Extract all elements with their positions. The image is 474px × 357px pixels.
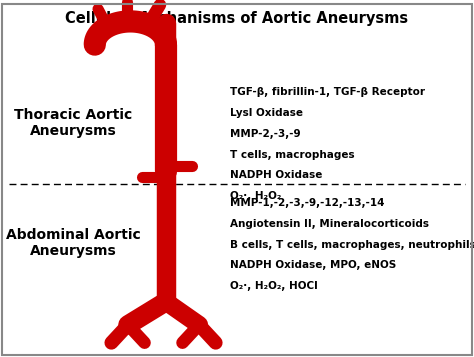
Text: Thoracic Aortic
Aneurysms: Thoracic Aortic Aneurysms — [14, 108, 133, 138]
Text: NADPH Oxidase: NADPH Oxidase — [230, 170, 322, 180]
Text: MMP-2,-3,-9: MMP-2,-3,-9 — [230, 129, 301, 139]
Text: Abdominal Aortic
Aneurysms: Abdominal Aortic Aneurysms — [6, 228, 141, 258]
Text: NADPH Oxidase, MPO, eNOS: NADPH Oxidase, MPO, eNOS — [230, 260, 396, 270]
Text: TGF-β, fibrillin-1, TGF-β Receptor: TGF-β, fibrillin-1, TGF-β Receptor — [230, 87, 425, 97]
Text: Angiotensin II, Mineralocorticoids: Angiotensin II, Mineralocorticoids — [230, 219, 429, 229]
Text: O₂·, H₂O₂, HOCl: O₂·, H₂O₂, HOCl — [230, 281, 318, 291]
Text: T cells, macrophages: T cells, macrophages — [230, 150, 355, 160]
Text: B cells, T cells, macrophages, neutrophils: B cells, T cells, macrophages, neutrophi… — [230, 240, 474, 250]
Text: Cellular Mechanisms of Aortic Aneurysms: Cellular Mechanisms of Aortic Aneurysms — [65, 11, 409, 26]
Text: O₂·, H₂O₂: O₂·, H₂O₂ — [230, 191, 281, 201]
Text: Lysl Oxidase: Lysl Oxidase — [230, 108, 303, 118]
Text: MMP-1,-2,-3,-9,-12,-13,-14: MMP-1,-2,-3,-9,-12,-13,-14 — [230, 198, 384, 208]
